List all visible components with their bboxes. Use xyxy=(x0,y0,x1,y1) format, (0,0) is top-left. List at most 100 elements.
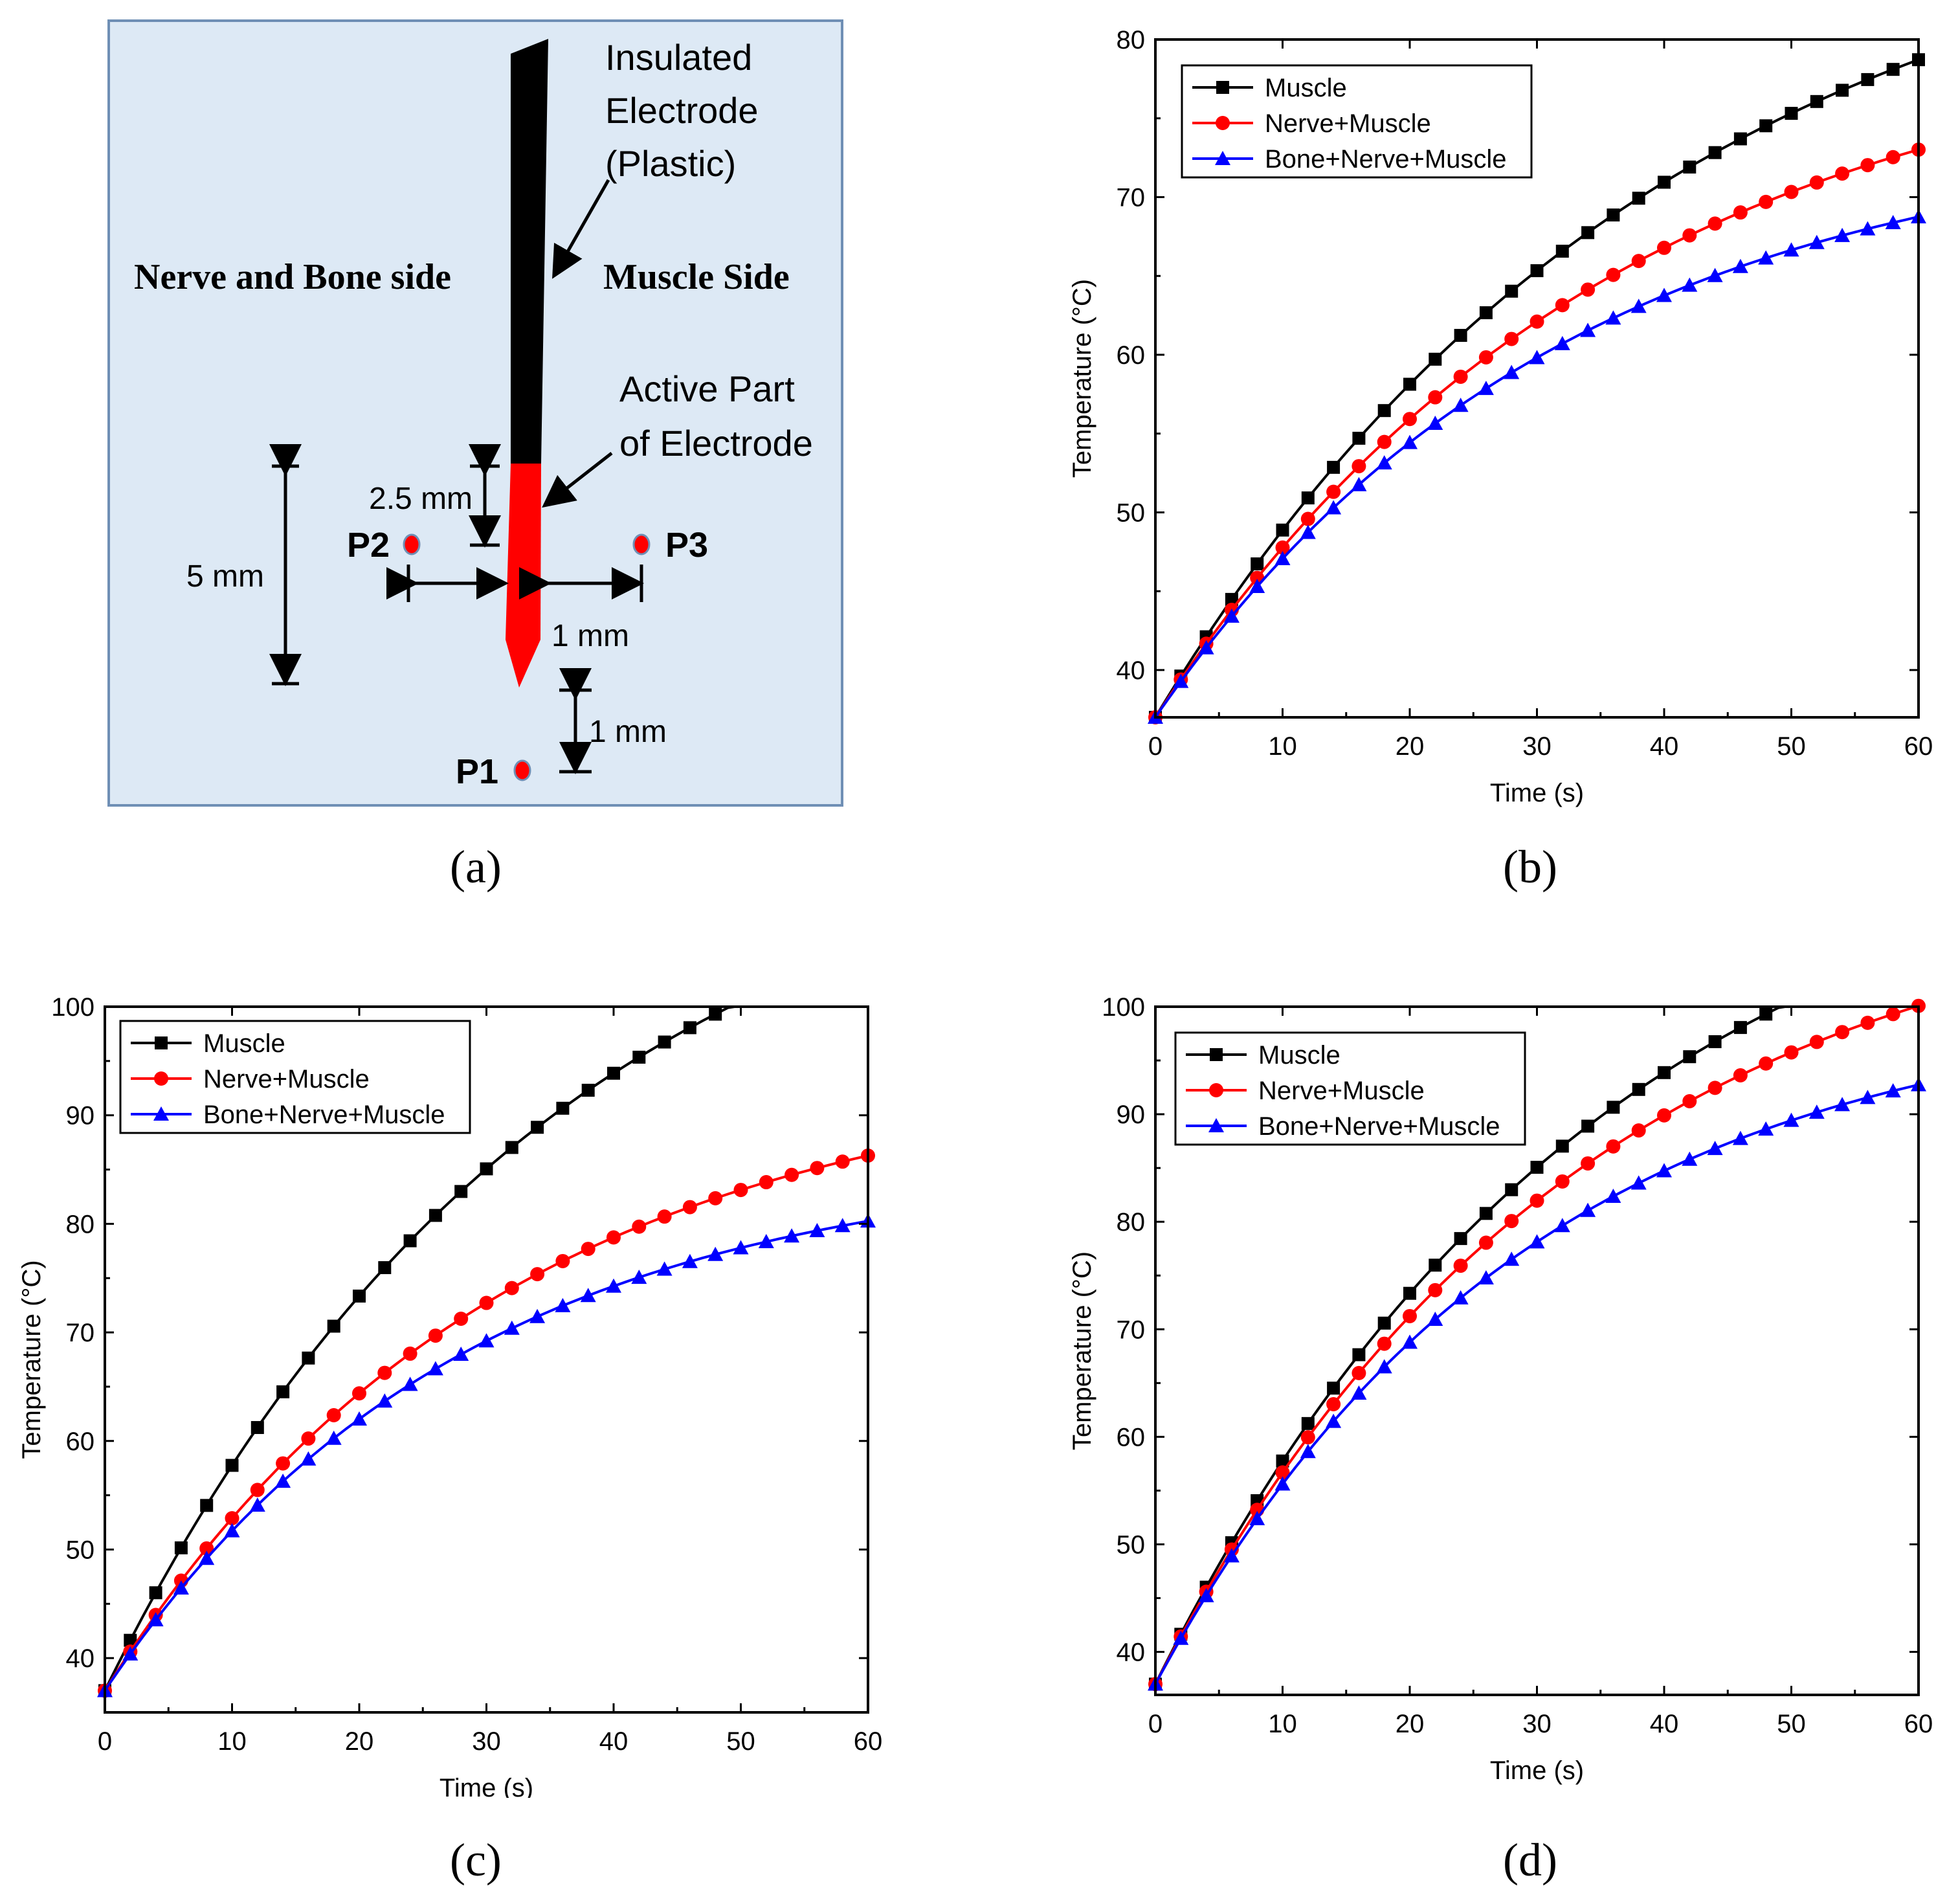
data-point xyxy=(122,1646,139,1661)
data-point xyxy=(377,1365,392,1380)
data-point xyxy=(1834,227,1851,242)
data-point xyxy=(1249,1510,1265,1525)
insulated-label-line-1: Insulated xyxy=(605,37,752,78)
y-tick-label: 100 xyxy=(51,993,95,1022)
data-point xyxy=(250,1421,264,1435)
insulated-label-line-3: (Plastic) xyxy=(605,143,736,184)
data-point xyxy=(1707,1141,1723,1156)
data-point xyxy=(1453,369,1468,384)
data-point xyxy=(1682,1093,1697,1108)
data-point xyxy=(1352,431,1366,445)
legend-marker xyxy=(1208,1118,1224,1132)
panel-label-a: (a) xyxy=(450,841,502,893)
data-point xyxy=(504,1281,519,1295)
data-point xyxy=(1861,73,1875,86)
point-p3-label: P3 xyxy=(665,526,708,565)
data-point xyxy=(1504,364,1520,379)
data-point xyxy=(173,1580,189,1595)
data-point xyxy=(1402,1334,1418,1349)
data-point xyxy=(1707,267,1723,282)
data-point xyxy=(1223,1548,1240,1563)
data-point xyxy=(707,1246,724,1261)
data-point xyxy=(1581,1156,1596,1171)
data-point xyxy=(1402,434,1418,449)
y-tick-label: 90 xyxy=(1117,1101,1146,1129)
data-point xyxy=(1606,1139,1621,1154)
data-point xyxy=(1682,277,1698,292)
data-point xyxy=(1581,1119,1595,1133)
data-point xyxy=(581,1242,595,1257)
data-point xyxy=(1555,298,1570,313)
data-point xyxy=(784,1228,800,1243)
data-point xyxy=(1275,1465,1290,1480)
legend-marker xyxy=(1209,1083,1223,1097)
series-nerve-muscle xyxy=(1148,142,1926,724)
chart-c: 0 10 20 30 40 50 60 40 50 60 70 80 90 100 Time (s) Temp… xyxy=(0,979,906,1798)
data-point xyxy=(1377,1336,1392,1351)
data-point xyxy=(1173,673,1189,688)
x-tick-label: 30 xyxy=(1522,1710,1552,1738)
data-point xyxy=(1631,1123,1646,1138)
data-point xyxy=(1300,1430,1315,1445)
data-point xyxy=(225,1511,239,1526)
x-tick-label: 60 xyxy=(854,1727,883,1756)
data-point xyxy=(478,1333,495,1348)
y-tick-label: 80 xyxy=(66,1210,95,1238)
data-point xyxy=(149,1586,162,1600)
data-point xyxy=(1326,484,1341,499)
data-point xyxy=(1274,550,1291,565)
data-point xyxy=(555,1297,571,1312)
legend: Muscle Nerve+Muscle Bone+Nerve+Muscle xyxy=(1174,1031,1526,1146)
data-point xyxy=(758,1234,774,1249)
data-point xyxy=(1326,1396,1341,1411)
data-point xyxy=(1835,1025,1850,1040)
legend-label: Muscle xyxy=(1265,74,1347,102)
series-nerve-muscle xyxy=(98,1148,875,1698)
y-tick-label: 40 xyxy=(1117,656,1146,685)
data-point xyxy=(1860,1090,1876,1104)
legend-marker xyxy=(1216,81,1229,94)
legend-marker xyxy=(153,1106,169,1121)
data-point xyxy=(606,1230,621,1245)
data-point xyxy=(428,1328,443,1343)
legend-marker xyxy=(1216,116,1230,130)
data-point xyxy=(632,1050,646,1064)
data-point xyxy=(1429,352,1442,366)
data-point xyxy=(1581,282,1596,297)
x-tick-label: 0 xyxy=(1148,1710,1163,1738)
y-tick-label: 40 xyxy=(1117,1639,1146,1667)
data-point xyxy=(1810,95,1823,108)
y-tick-label: 60 xyxy=(66,1428,95,1456)
data-point xyxy=(1886,63,1900,76)
insulated-pointer-arrow xyxy=(552,179,610,279)
data-point xyxy=(657,1209,672,1224)
data-point xyxy=(174,1541,188,1554)
data-point xyxy=(1530,1161,1544,1174)
data-point xyxy=(733,1183,748,1198)
series-bone-nerve-muscle xyxy=(1148,208,1926,724)
panel-label-b: (b) xyxy=(1503,841,1557,893)
data-point xyxy=(1708,1081,1722,1095)
data-point xyxy=(1886,150,1900,164)
data-point xyxy=(1301,1417,1315,1430)
data-point xyxy=(631,1270,647,1284)
y-tick-label: 50 xyxy=(1117,498,1146,527)
data-point xyxy=(1785,107,1798,120)
data-point xyxy=(1605,1188,1621,1203)
legend-label: Nerve+Muscle xyxy=(1265,109,1431,138)
data-point xyxy=(1530,1193,1544,1208)
data-point xyxy=(529,1308,546,1323)
legend-marker xyxy=(1215,151,1230,165)
data-point xyxy=(1478,1235,1493,1250)
data-point xyxy=(1783,242,1799,257)
data-point xyxy=(834,1218,851,1233)
data-point xyxy=(1632,1082,1645,1096)
data-point xyxy=(250,1483,265,1497)
point-p2-label: P2 xyxy=(347,526,390,565)
data-point xyxy=(403,1234,417,1248)
point-p3-marker xyxy=(632,533,651,555)
active-pointer-arrow xyxy=(542,452,613,508)
data-point xyxy=(352,1386,366,1401)
data-point xyxy=(199,1541,214,1556)
data-point xyxy=(1759,1007,1773,1021)
